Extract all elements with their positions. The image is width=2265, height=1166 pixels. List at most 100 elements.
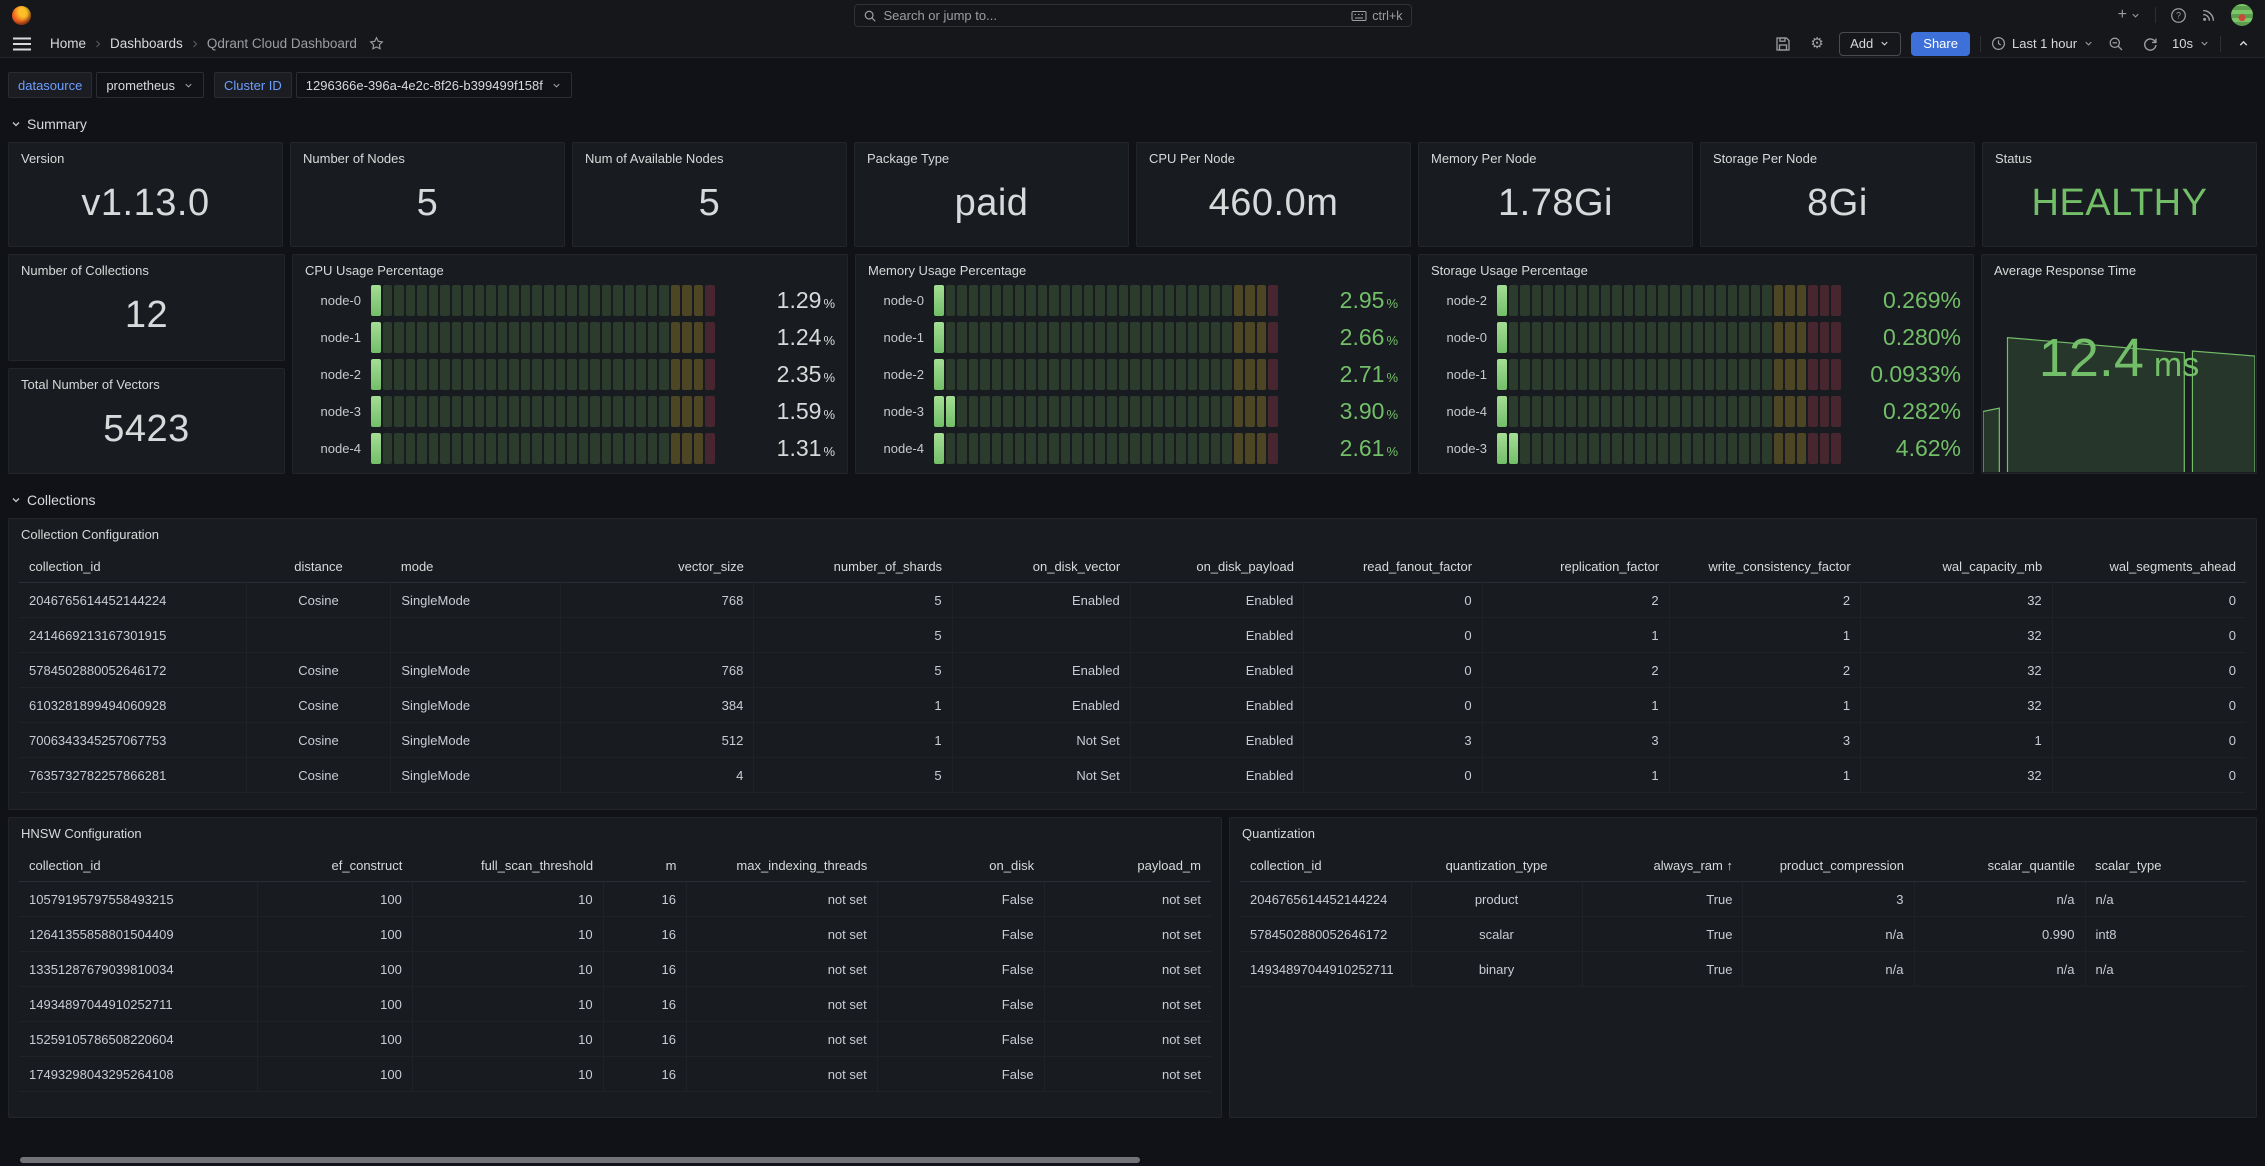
section-header-collections[interactable]: Collections xyxy=(10,492,2257,508)
table-cell: Cosine xyxy=(246,758,391,793)
gauge-cell xyxy=(636,285,646,316)
gauge-cell xyxy=(980,359,990,390)
summary-gauges-row: Number of Collections12Total Number of V… xyxy=(8,254,2257,474)
column-header-collection-id[interactable]: collection_id xyxy=(1240,849,1411,882)
column-header-max-indexing-threads[interactable]: max_indexing_threads xyxy=(687,849,878,882)
refresh-interval-picker[interactable]: 10s xyxy=(2172,36,2210,51)
gauge-cell xyxy=(1061,285,1071,316)
breadcrumb-home[interactable]: Home xyxy=(50,36,86,51)
gauge-cell xyxy=(1693,322,1703,353)
gauge-cell xyxy=(1624,285,1634,316)
save-dashboard-icon[interactable] xyxy=(1771,32,1795,56)
gauge-cell xyxy=(1601,359,1611,390)
gauge-cell xyxy=(1130,433,1140,464)
breadcrumb-dashboards[interactable]: Dashboards xyxy=(110,36,183,51)
gauge-cell xyxy=(521,396,531,427)
help-icon[interactable]: ? xyxy=(2170,7,2187,24)
column-header-vector-size[interactable]: vector_size xyxy=(560,550,754,583)
table-cell: 0 xyxy=(1304,758,1482,793)
column-header-collection-id[interactable]: collection_id xyxy=(19,849,257,882)
gauge-cell xyxy=(1728,285,1738,316)
column-header-read-fanout-factor[interactable]: read_fanout_factor xyxy=(1304,550,1482,583)
column-header-always-ram-[interactable]: always_ram ↑ xyxy=(1582,849,1743,882)
column-header-on-disk-vector[interactable]: on_disk_vector xyxy=(952,550,1130,583)
news-rss-icon[interactable] xyxy=(2201,7,2217,23)
gauge-cell xyxy=(969,322,979,353)
table-cell xyxy=(246,618,391,653)
gauge-row-value: 4.62% xyxy=(1851,435,1961,462)
datasource-variable-label[interactable]: datasource xyxy=(8,72,92,98)
gauge-cell xyxy=(992,285,1002,316)
cluster-id-variable-value[interactable]: 1296366e-396a-4e2c-8f26-b399499f158f xyxy=(296,72,572,98)
gauge-cell xyxy=(1084,285,1094,316)
bar-gauge xyxy=(1497,322,1841,353)
refresh-icon[interactable] xyxy=(2138,32,2162,56)
gauge-cell xyxy=(1038,396,1048,427)
column-header-scalar-type[interactable]: scalar_type xyxy=(2085,849,2246,882)
gauge-cell xyxy=(1601,433,1611,464)
gauge-cell xyxy=(1705,285,1715,316)
column-header-m[interactable]: m xyxy=(603,849,686,882)
datasource-variable-value[interactable]: prometheus xyxy=(96,72,204,98)
column-header-write-consistency-factor[interactable]: write_consistency_factor xyxy=(1669,550,1861,583)
column-header-full-scan-threshold[interactable]: full_scan_threshold xyxy=(412,849,603,882)
table-cell: 0 xyxy=(2052,583,2246,618)
gauge-cell xyxy=(463,359,473,390)
gauge-cell xyxy=(1003,396,1013,427)
column-header-ef-construct[interactable]: ef_construct xyxy=(257,849,412,882)
gauge-cell xyxy=(440,285,450,316)
horizontal-scrollbar-thumb[interactable] xyxy=(20,1157,1140,1163)
gauge-row-label: node-4 xyxy=(305,441,361,456)
collapse-toolbar-icon[interactable] xyxy=(2231,32,2255,56)
gauge-cell xyxy=(613,433,623,464)
gauge-cell xyxy=(521,433,531,464)
time-range-picker[interactable]: Last 1 hour xyxy=(1991,36,2094,51)
favorite-star-icon[interactable] xyxy=(365,32,389,56)
gauge-cell xyxy=(1566,285,1576,316)
gauge-cell xyxy=(1245,433,1255,464)
gauge-cell xyxy=(509,285,519,316)
gauge-cell xyxy=(532,285,542,316)
column-header-product-compression[interactable]: product_compression xyxy=(1743,849,1914,882)
add-button[interactable]: Add xyxy=(1839,32,1901,56)
gauge-cell xyxy=(1820,396,1830,427)
gauge-row-node-3: node-33.90% xyxy=(868,395,1398,428)
gauge-cell xyxy=(417,359,427,390)
gauge-cell xyxy=(1808,359,1818,390)
gauge-cell xyxy=(1142,322,1152,353)
table-cell: Enabled xyxy=(1130,653,1304,688)
column-header-quantization-type[interactable]: quantization_type xyxy=(1411,849,1582,882)
gauge-cell xyxy=(452,359,462,390)
menu-icon[interactable] xyxy=(10,32,34,56)
bar-gauge xyxy=(371,322,715,353)
column-header-on-disk-payload[interactable]: on_disk_payload xyxy=(1130,550,1304,583)
gauge-cell xyxy=(957,359,967,390)
gauge-cell xyxy=(1797,433,1807,464)
gauge-cell xyxy=(1222,396,1232,427)
gauge-cell xyxy=(1211,285,1221,316)
new-button[interactable]: + xyxy=(2118,6,2141,24)
gauge-row-label: node-0 xyxy=(305,293,361,308)
grafana-logo[interactable] xyxy=(12,6,31,25)
column-header-scalar-quantile[interactable]: scalar_quantile xyxy=(1914,849,2085,882)
table-cell: False xyxy=(877,1022,1044,1057)
share-button[interactable]: Share xyxy=(1911,32,1970,56)
dashboard-settings-icon[interactable]: ⚙ xyxy=(1805,32,1829,56)
user-avatar[interactable] xyxy=(2231,4,2253,26)
column-header-on-disk[interactable]: on_disk xyxy=(877,849,1044,882)
column-header-wal-capacity-mb[interactable]: wal_capacity_mb xyxy=(1861,550,2053,583)
column-header-payload-m[interactable]: payload_m xyxy=(1044,849,1211,882)
search-input[interactable]: Search or jump to... ctrl+k xyxy=(854,4,1412,27)
cluster-id-variable-label[interactable]: Cluster ID xyxy=(214,72,292,98)
table-row: 126413558588015044091001016not setFalsen… xyxy=(19,917,1211,952)
gauge-cell xyxy=(671,322,681,353)
column-header-replication-factor[interactable]: replication_factor xyxy=(1482,550,1669,583)
column-header-wal-segments-ahead[interactable]: wal_segments_ahead xyxy=(2052,550,2246,583)
column-header-number-of-shards[interactable]: number_of_shards xyxy=(754,550,952,583)
section-header-summary[interactable]: Summary xyxy=(10,116,2257,132)
zoom-out-icon[interactable] xyxy=(2104,32,2128,56)
column-header-collection-id[interactable]: collection_id xyxy=(19,550,246,583)
gauge-cell xyxy=(463,433,473,464)
column-header-mode[interactable]: mode xyxy=(391,550,560,583)
column-header-distance[interactable]: distance xyxy=(246,550,391,583)
